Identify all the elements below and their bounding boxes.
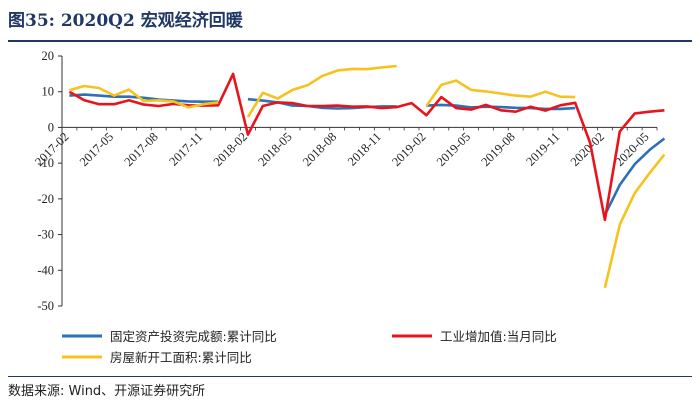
- legend-label: 房屋新开工面积:累计同比: [110, 350, 252, 365]
- series-line-0: [69, 93, 666, 216]
- x-tick-label: 2018-08: [300, 130, 339, 169]
- y-tick-label: 0: [48, 120, 54, 134]
- x-tick-label: 2018-02: [211, 130, 250, 169]
- series-line-2: [69, 64, 666, 289]
- x-axis: 2017-02 2017-05 2017-08 2017-11 2018-02 2018-…: [32, 126, 658, 169]
- y-tick-label: -30: [37, 228, 54, 242]
- y-tick-label: -50: [37, 299, 54, 313]
- legend-label: 工业增加值:当月同比: [440, 329, 557, 344]
- x-tick-label: 2018-11: [345, 130, 384, 169]
- x-tick-label: 2019-08: [478, 130, 517, 169]
- y-axis: 20 10 0 -10 -20 -30 -40 -50: [37, 49, 63, 313]
- source-note: 数据来源: Wind、开源证券研究所: [8, 384, 206, 399]
- footer-rule: [8, 376, 692, 377]
- legend-label: 固定资产投资完成额:累计同比: [110, 329, 277, 344]
- series-lines: [68, 64, 666, 289]
- y-tick-label: 10: [42, 85, 55, 99]
- y-tick-label: -10: [37, 156, 54, 170]
- x-tick-label: 2019-02: [389, 130, 428, 169]
- x-tick-label: 2019-11: [523, 130, 562, 169]
- y-tick-label: 20: [42, 49, 55, 63]
- x-tick-label: 2019-05: [434, 130, 473, 169]
- x-tick-label: 2017-08: [121, 130, 160, 169]
- chart-title: 图35: 2020Q2 宏观经济回暖: [8, 11, 243, 31]
- x-tick-label: 2018-05: [255, 130, 294, 169]
- title-rule: [8, 40, 692, 42]
- x-tick-label: 2017-05: [77, 130, 116, 169]
- x-tick-label: 2017-11: [166, 130, 205, 169]
- series-line-1: [68, 72, 665, 222]
- y-tick-label: -40: [37, 263, 54, 277]
- y-tick-label: -20: [37, 192, 54, 206]
